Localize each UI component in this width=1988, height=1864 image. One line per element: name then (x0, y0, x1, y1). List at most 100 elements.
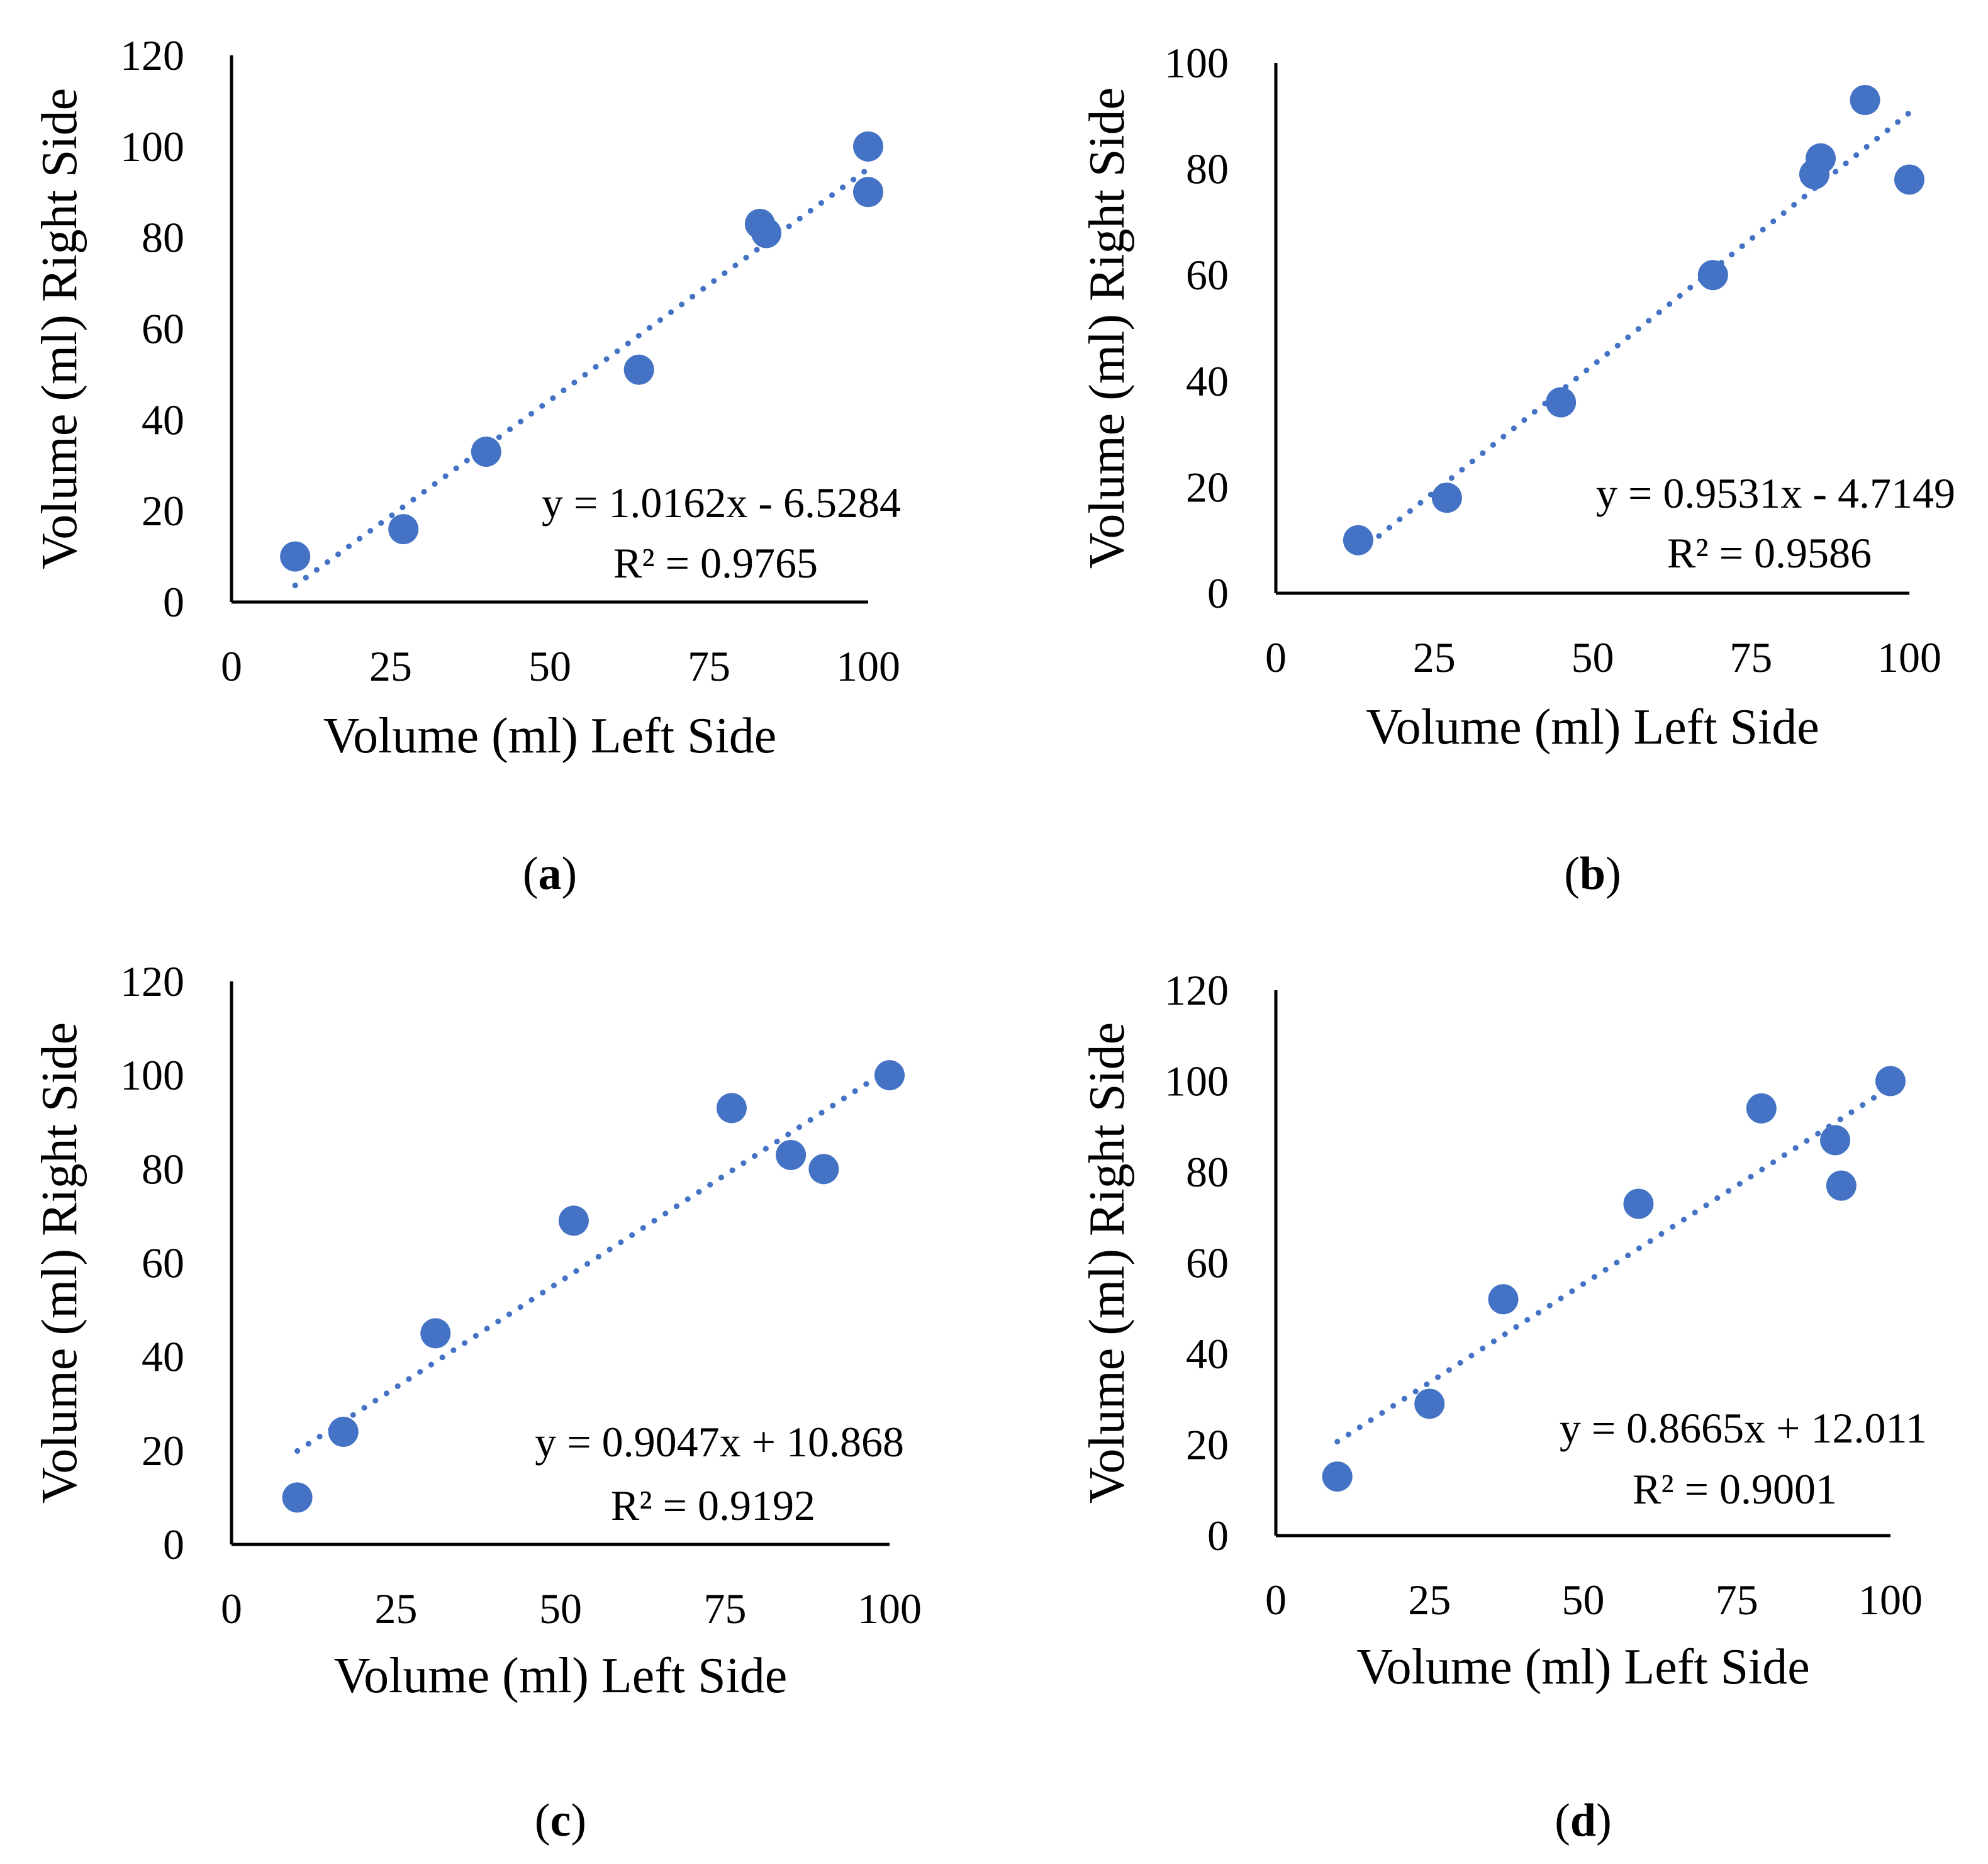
chart-panel-b: 0 20 40 60 80 100 0 25 50 75 100 y = 0.9531x - 4.71… (1080, 39, 1955, 900)
y-tick-label: 20 (1186, 463, 1229, 511)
y-tick-label: 80 (142, 214, 184, 262)
y-axis-title: Volume (ml) Right Side (1080, 87, 1135, 569)
panel-label: c (550, 1795, 571, 1846)
x-tick-label: 50 (528, 642, 571, 690)
data-point (558, 1205, 589, 1236)
data-point (1343, 525, 1373, 555)
y-tick-label: 80 (1186, 145, 1229, 193)
y-tick-label: 20 (1186, 1421, 1229, 1469)
y-tick-label: 0 (163, 1521, 184, 1568)
trendline-equation: y = 1.0162x - 6.5284 (542, 479, 901, 527)
x-tick-label: 100 (836, 642, 900, 690)
data-point (1488, 1284, 1519, 1315)
panel-caption: (d) (1555, 1795, 1611, 1846)
x-tick-label: 25 (1408, 1576, 1451, 1624)
data-point (1546, 387, 1577, 418)
x-tick-label: 0 (221, 1585, 242, 1632)
x-tick-label: 50 (1562, 1576, 1605, 1624)
x-axis-title: Volume (ml) Left Side (1366, 700, 1819, 755)
panel-caption: (a) (523, 848, 577, 900)
y-tick-label: 100 (1164, 39, 1229, 87)
data-point (1850, 85, 1880, 116)
x-tick-label: 25 (1413, 633, 1456, 681)
x-tick-label: 75 (1716, 1576, 1758, 1624)
data-point (874, 1060, 905, 1091)
y-tick-label: 120 (120, 957, 184, 1005)
y-tick-label: 40 (1186, 357, 1229, 405)
y-tick-label: 100 (120, 1051, 184, 1099)
x-tick-label: 50 (1572, 633, 1614, 681)
data-point (1826, 1170, 1857, 1201)
data-point (1697, 260, 1728, 291)
x-axis-title: Volume (ml) Left Side (323, 708, 777, 764)
data-point (1431, 483, 1462, 513)
panel-label: d (1570, 1795, 1596, 1846)
panel-caption: (b) (1564, 848, 1621, 900)
y-tick-label: 0 (1207, 569, 1229, 617)
y-tick-label: 60 (1186, 251, 1229, 299)
y-axis-title: Volume (ml) Right Side (32, 88, 87, 569)
data-point (716, 1093, 747, 1124)
r-squared-label: R² = 0.9001 (1633, 1465, 1837, 1513)
y-tick-label: 80 (142, 1145, 184, 1193)
chart-panel-c: 0 20 40 60 80 100 120 0 25 50 75 100 y = 0.9047x + 1… (32, 957, 922, 1846)
x-tick-label: 100 (857, 1585, 922, 1632)
y-tick-label: 40 (142, 1333, 184, 1381)
x-axis-title: Volume (ml) Left Side (1356, 1639, 1810, 1695)
x-tick-label: 75 (1729, 633, 1772, 681)
data-point (776, 1139, 807, 1170)
x-tick-label: 0 (1265, 633, 1287, 681)
x-tick-label: 25 (369, 642, 412, 690)
y-tick-label: 120 (120, 31, 184, 79)
x-tick-label: 50 (539, 1585, 582, 1632)
data-point (1623, 1188, 1654, 1219)
data-point (808, 1154, 839, 1185)
y-tick-label: 20 (142, 487, 184, 535)
data-point (623, 354, 654, 385)
data-point (471, 437, 501, 467)
data-point (853, 177, 883, 208)
data-point (280, 541, 311, 572)
y-tick-label: 40 (142, 396, 184, 444)
y-axis-title: Volume (ml) Right Side (32, 1022, 87, 1504)
data-point (1875, 1066, 1906, 1097)
trendline (1334, 1084, 1894, 1445)
data-point (328, 1417, 359, 1447)
chart-panel-a: 0 20 40 60 80 100 120 0 25 50 75 100 y = 1.0162x - 6… (32, 31, 901, 900)
x-tick-label: 75 (688, 642, 730, 690)
y-tick-label: 100 (120, 123, 184, 170)
data-point (282, 1482, 313, 1513)
trendline-equation: y = 0.8665x + 12.011 (1560, 1404, 1927, 1452)
y-tick-label: 120 (1164, 966, 1229, 1014)
trendline (292, 165, 871, 589)
x-tick-label: 100 (1877, 633, 1941, 681)
r-squared-label: R² = 0.9192 (611, 1482, 815, 1529)
y-tick-label: 60 (1186, 1239, 1229, 1287)
r-squared-label: R² = 0.9765 (613, 539, 818, 587)
y-tick-label: 20 (142, 1427, 184, 1475)
x-tick-label: 0 (221, 642, 242, 690)
y-tick-label: 40 (1186, 1330, 1229, 1378)
chart-panel-d: 0 20 40 60 80 100 120 0 25 50 75 100 y = 0.8665x + 1… (1080, 966, 1927, 1846)
r-squared-label: R² = 0.9586 (1667, 529, 1872, 577)
data-point (751, 218, 782, 248)
trendline (294, 1066, 893, 1454)
y-tick-label: 60 (142, 1239, 184, 1287)
data-point (1322, 1461, 1353, 1492)
data-point (420, 1318, 451, 1349)
data-point (1820, 1125, 1851, 1156)
trendline-equation: y = 0.9531x - 4.7149 (1596, 469, 1955, 517)
y-tick-label: 0 (163, 578, 184, 626)
panel-label: b (1580, 848, 1605, 900)
trendline-equation: y = 0.9047x + 10.868 (535, 1418, 904, 1466)
data-point (1746, 1093, 1777, 1124)
data-point (1414, 1388, 1445, 1419)
y-tick-label: 0 (1207, 1512, 1229, 1560)
y-axis-title: Volume (ml) Right Side (1080, 1022, 1135, 1504)
panel-label: a (539, 848, 562, 900)
data-point (1806, 143, 1836, 174)
x-tick-label: 75 (704, 1585, 747, 1632)
x-tick-label: 0 (1265, 1576, 1287, 1624)
data-point (853, 131, 883, 162)
